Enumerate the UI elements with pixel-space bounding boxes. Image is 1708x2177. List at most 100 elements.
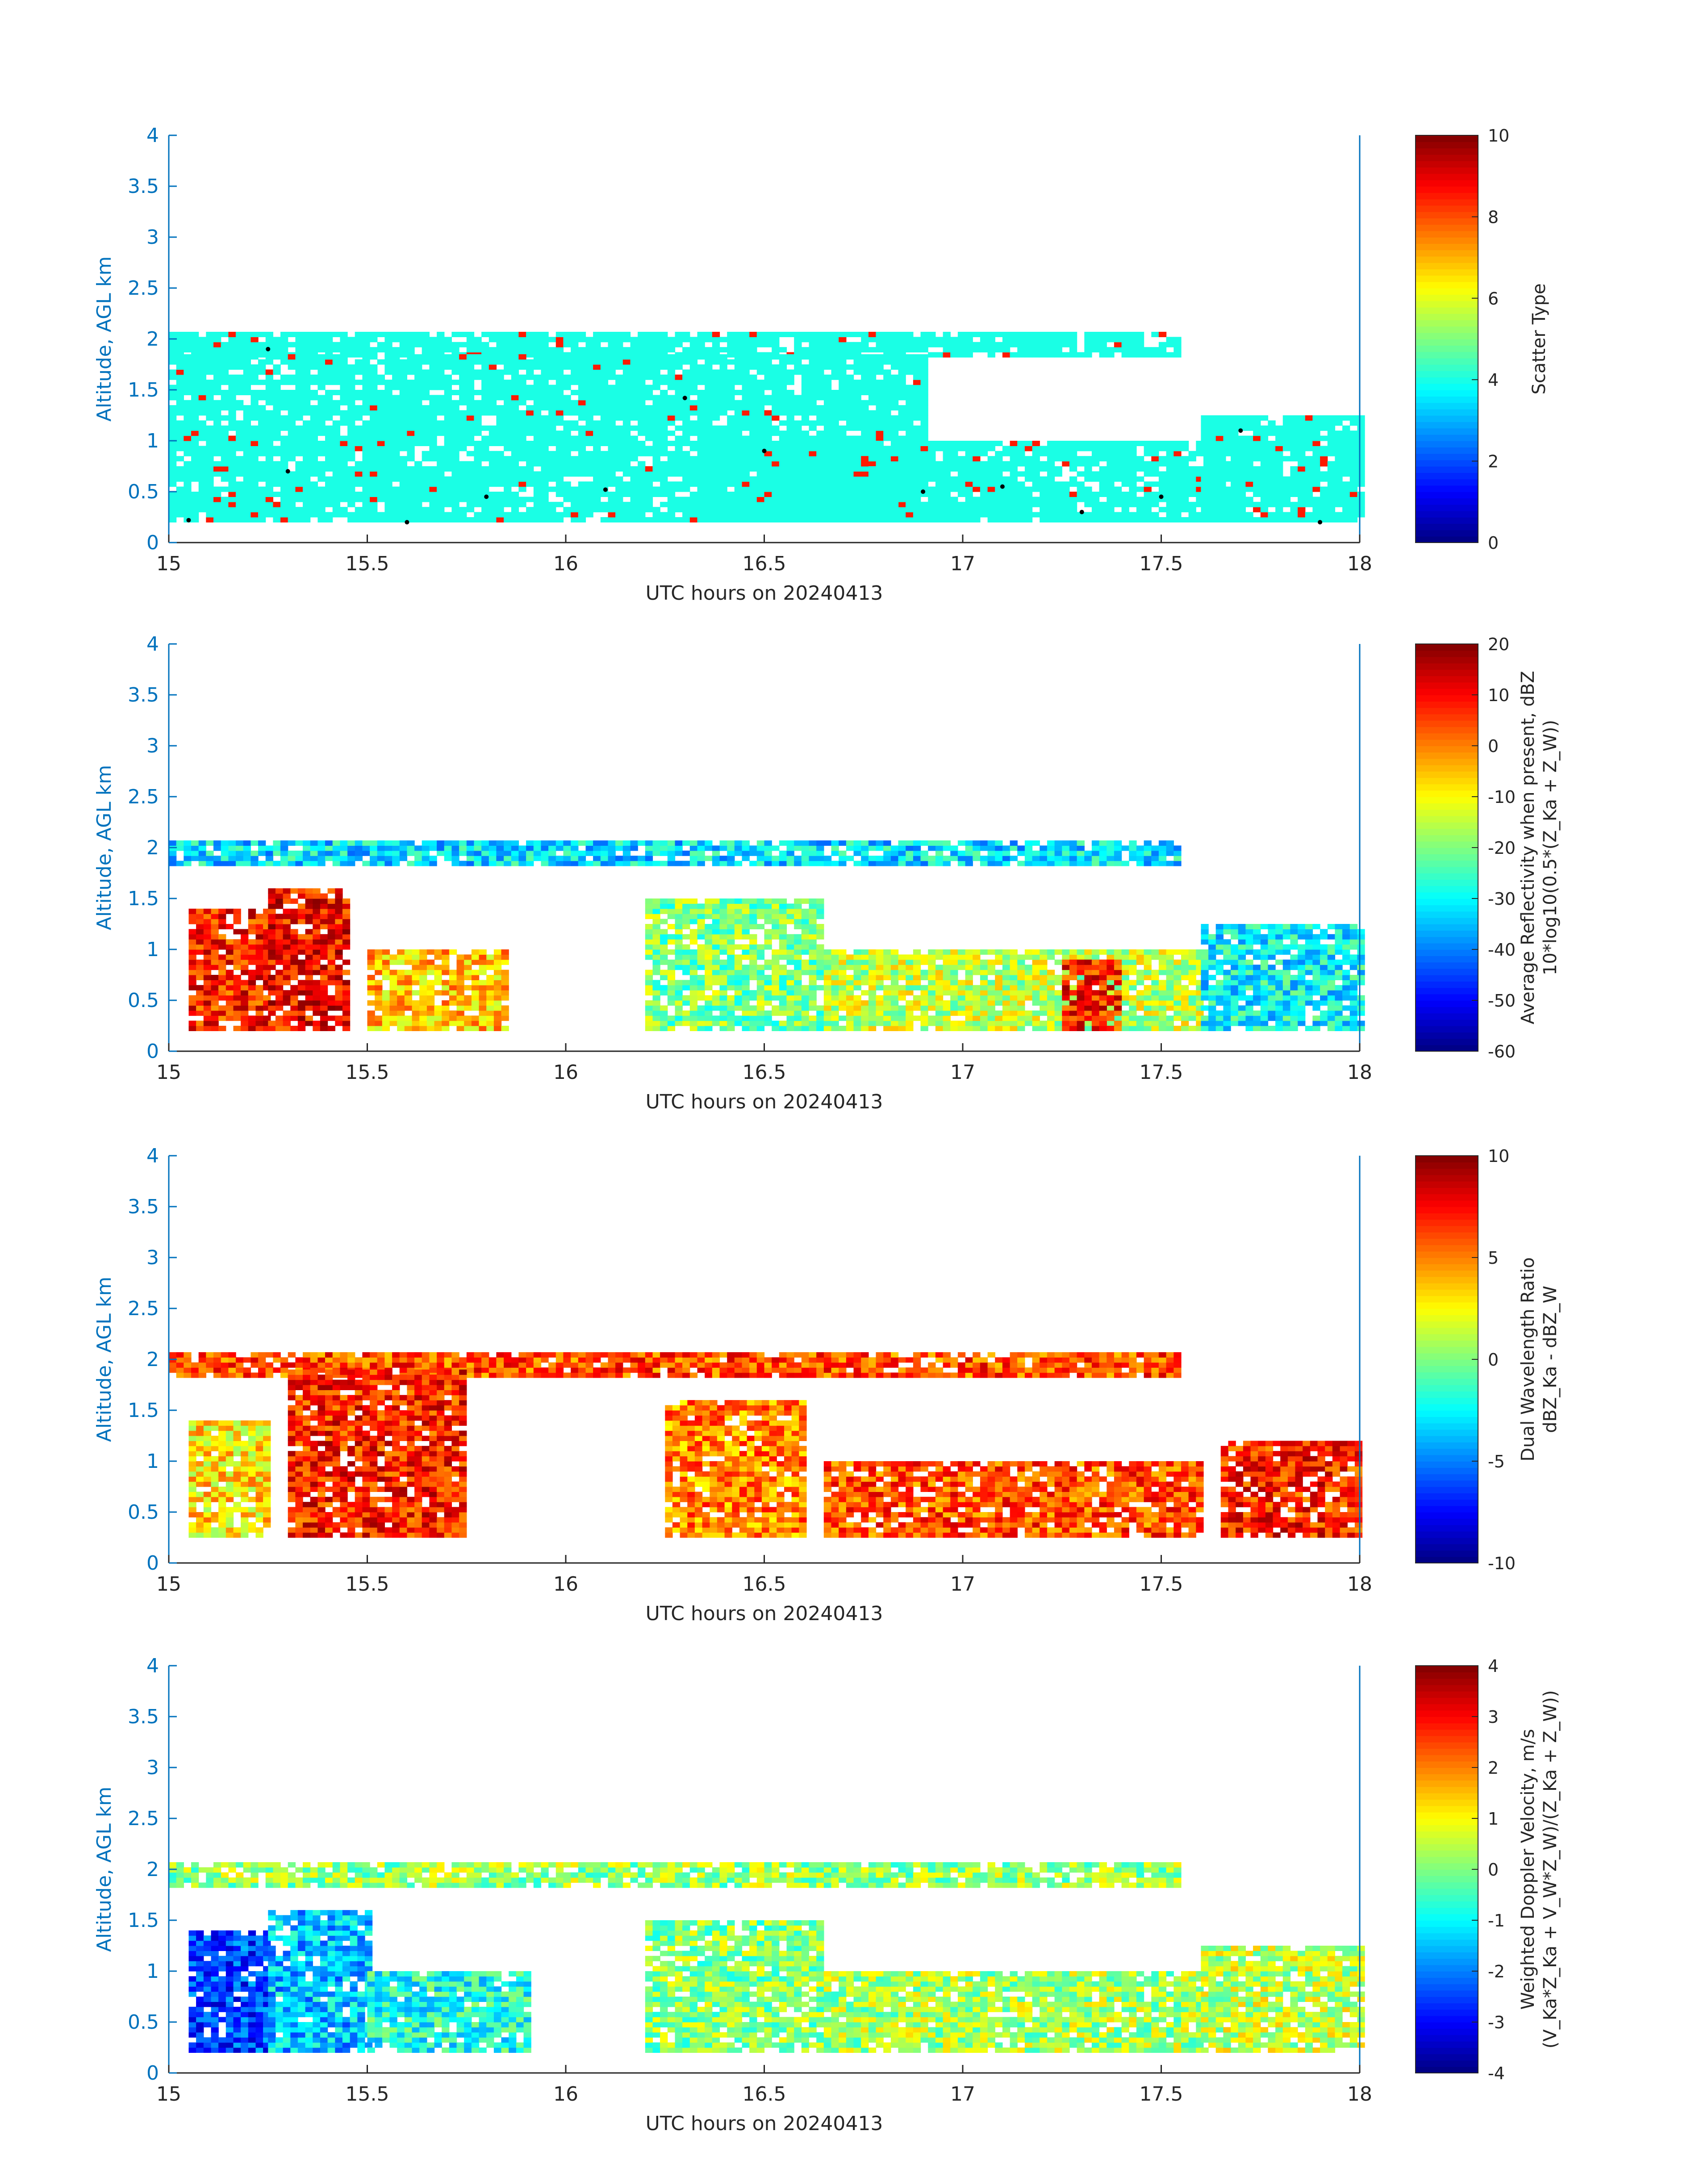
heatmap-cell xyxy=(1312,481,1320,487)
heatmap-cell xyxy=(533,384,542,390)
heatmap-cell xyxy=(414,425,422,431)
heatmap-cell xyxy=(451,354,459,360)
heatmap-cell xyxy=(1305,415,1313,421)
heatmap-cell xyxy=(705,512,713,518)
heatmap-cell xyxy=(764,380,772,385)
heatmap-cell xyxy=(839,430,847,436)
heatmap-cell xyxy=(541,497,549,502)
heatmap-cell xyxy=(935,466,944,472)
heatmap-cell xyxy=(600,435,609,441)
heatmap-cell xyxy=(511,466,519,472)
heatmap-cell xyxy=(950,497,958,502)
heatmap-cell xyxy=(742,471,750,477)
heatmap-cell xyxy=(303,451,311,456)
heatmap-cell xyxy=(317,430,326,436)
heatmap-cell xyxy=(1047,451,1055,456)
heatmap-cell xyxy=(608,359,616,365)
heatmap-cell xyxy=(362,446,370,451)
heatmap-cell xyxy=(377,405,385,411)
heatmap-cell xyxy=(548,451,556,456)
heatmap-cell xyxy=(638,384,646,390)
heatmap-cell xyxy=(846,425,854,431)
heatmap-cell xyxy=(392,347,400,353)
heatmap-cell xyxy=(839,446,847,451)
heatmap-cell xyxy=(370,364,378,370)
heatmap-cell xyxy=(504,342,512,347)
heatmap-cell xyxy=(600,466,609,472)
heatmap-cell xyxy=(928,486,936,492)
heatmap-cell xyxy=(630,369,638,375)
heatmap-cell xyxy=(883,410,891,416)
heatmap-cell xyxy=(786,461,794,467)
heatmap-cell xyxy=(853,451,861,456)
heatmap-cell xyxy=(280,342,288,347)
heatmap-cell xyxy=(384,347,393,353)
heatmap-cell xyxy=(749,420,757,426)
heatmap-cell xyxy=(816,512,824,518)
heatmap-cell xyxy=(943,461,951,467)
heatmap-cell xyxy=(689,359,698,365)
heatmap-cell xyxy=(1188,517,1196,522)
heatmap-cell xyxy=(489,354,497,360)
heatmap-cell xyxy=(831,354,839,360)
heatmap-cell xyxy=(518,476,526,482)
heatmap-cell xyxy=(1181,497,1189,502)
heatmap-cell xyxy=(846,461,854,467)
heatmap-cell xyxy=(1107,507,1115,513)
heatmap-cell xyxy=(481,507,489,513)
heatmap-cell xyxy=(1335,446,1343,451)
heatmap-cell xyxy=(876,512,884,518)
heatmap-cell xyxy=(883,347,891,353)
heatmap-cell xyxy=(176,471,184,477)
heatmap-cell xyxy=(957,461,966,467)
heatmap-cell xyxy=(883,501,891,507)
heatmap-cell xyxy=(414,420,422,426)
heatmap-cell xyxy=(816,476,824,482)
heatmap-cell xyxy=(853,395,861,401)
heatmap-cell xyxy=(325,400,333,405)
heatmap-cell xyxy=(667,410,676,416)
heatmap-cell xyxy=(1335,501,1343,507)
heatmap-cell xyxy=(399,347,407,353)
heatmap-cell xyxy=(1342,451,1350,456)
heatmap-cell xyxy=(697,517,705,522)
heatmap-cell xyxy=(451,471,459,477)
heatmap-cell xyxy=(198,405,206,411)
heatmap-cell xyxy=(593,492,601,497)
heatmap-cell xyxy=(608,364,616,370)
heatmap-cell xyxy=(868,461,877,467)
heatmap-cell xyxy=(1121,446,1129,451)
heatmap-cell xyxy=(600,374,609,380)
heatmap-cell xyxy=(347,352,355,358)
heatmap-cell xyxy=(1144,441,1152,446)
heatmap-cell xyxy=(980,501,988,507)
heatmap-cell xyxy=(779,400,787,405)
heatmap-cell xyxy=(407,476,415,482)
heatmap-cell xyxy=(779,451,787,456)
heatmap-cell xyxy=(392,507,400,513)
heatmap-cell xyxy=(1253,466,1261,472)
heatmap-cell xyxy=(251,405,259,411)
heatmap-cell xyxy=(772,337,780,343)
heatmap-cell xyxy=(325,369,333,375)
heatmap-cell xyxy=(831,347,839,353)
heatmap-cell xyxy=(1158,352,1167,358)
heatmap-cell xyxy=(347,374,355,380)
heatmap-cell xyxy=(399,364,407,370)
heatmap-cell xyxy=(890,364,899,370)
heatmap-cell xyxy=(1327,425,1336,431)
heatmap-cell xyxy=(675,337,683,343)
heatmap-cell xyxy=(429,380,437,385)
heatmap-cell xyxy=(1282,420,1291,426)
heatmap-cell xyxy=(310,410,318,416)
heatmap-cell xyxy=(414,359,422,365)
heatmap-cell xyxy=(221,441,229,446)
heatmap-cell xyxy=(920,354,928,360)
heatmap-cell xyxy=(1114,501,1122,507)
heatmap-cell xyxy=(652,441,660,446)
heatmap-cell xyxy=(280,425,288,431)
heatmap-cell xyxy=(675,441,683,446)
heatmap-cell xyxy=(615,446,623,451)
heatmap-cell xyxy=(1231,481,1239,487)
heatmap-cell xyxy=(265,395,273,401)
